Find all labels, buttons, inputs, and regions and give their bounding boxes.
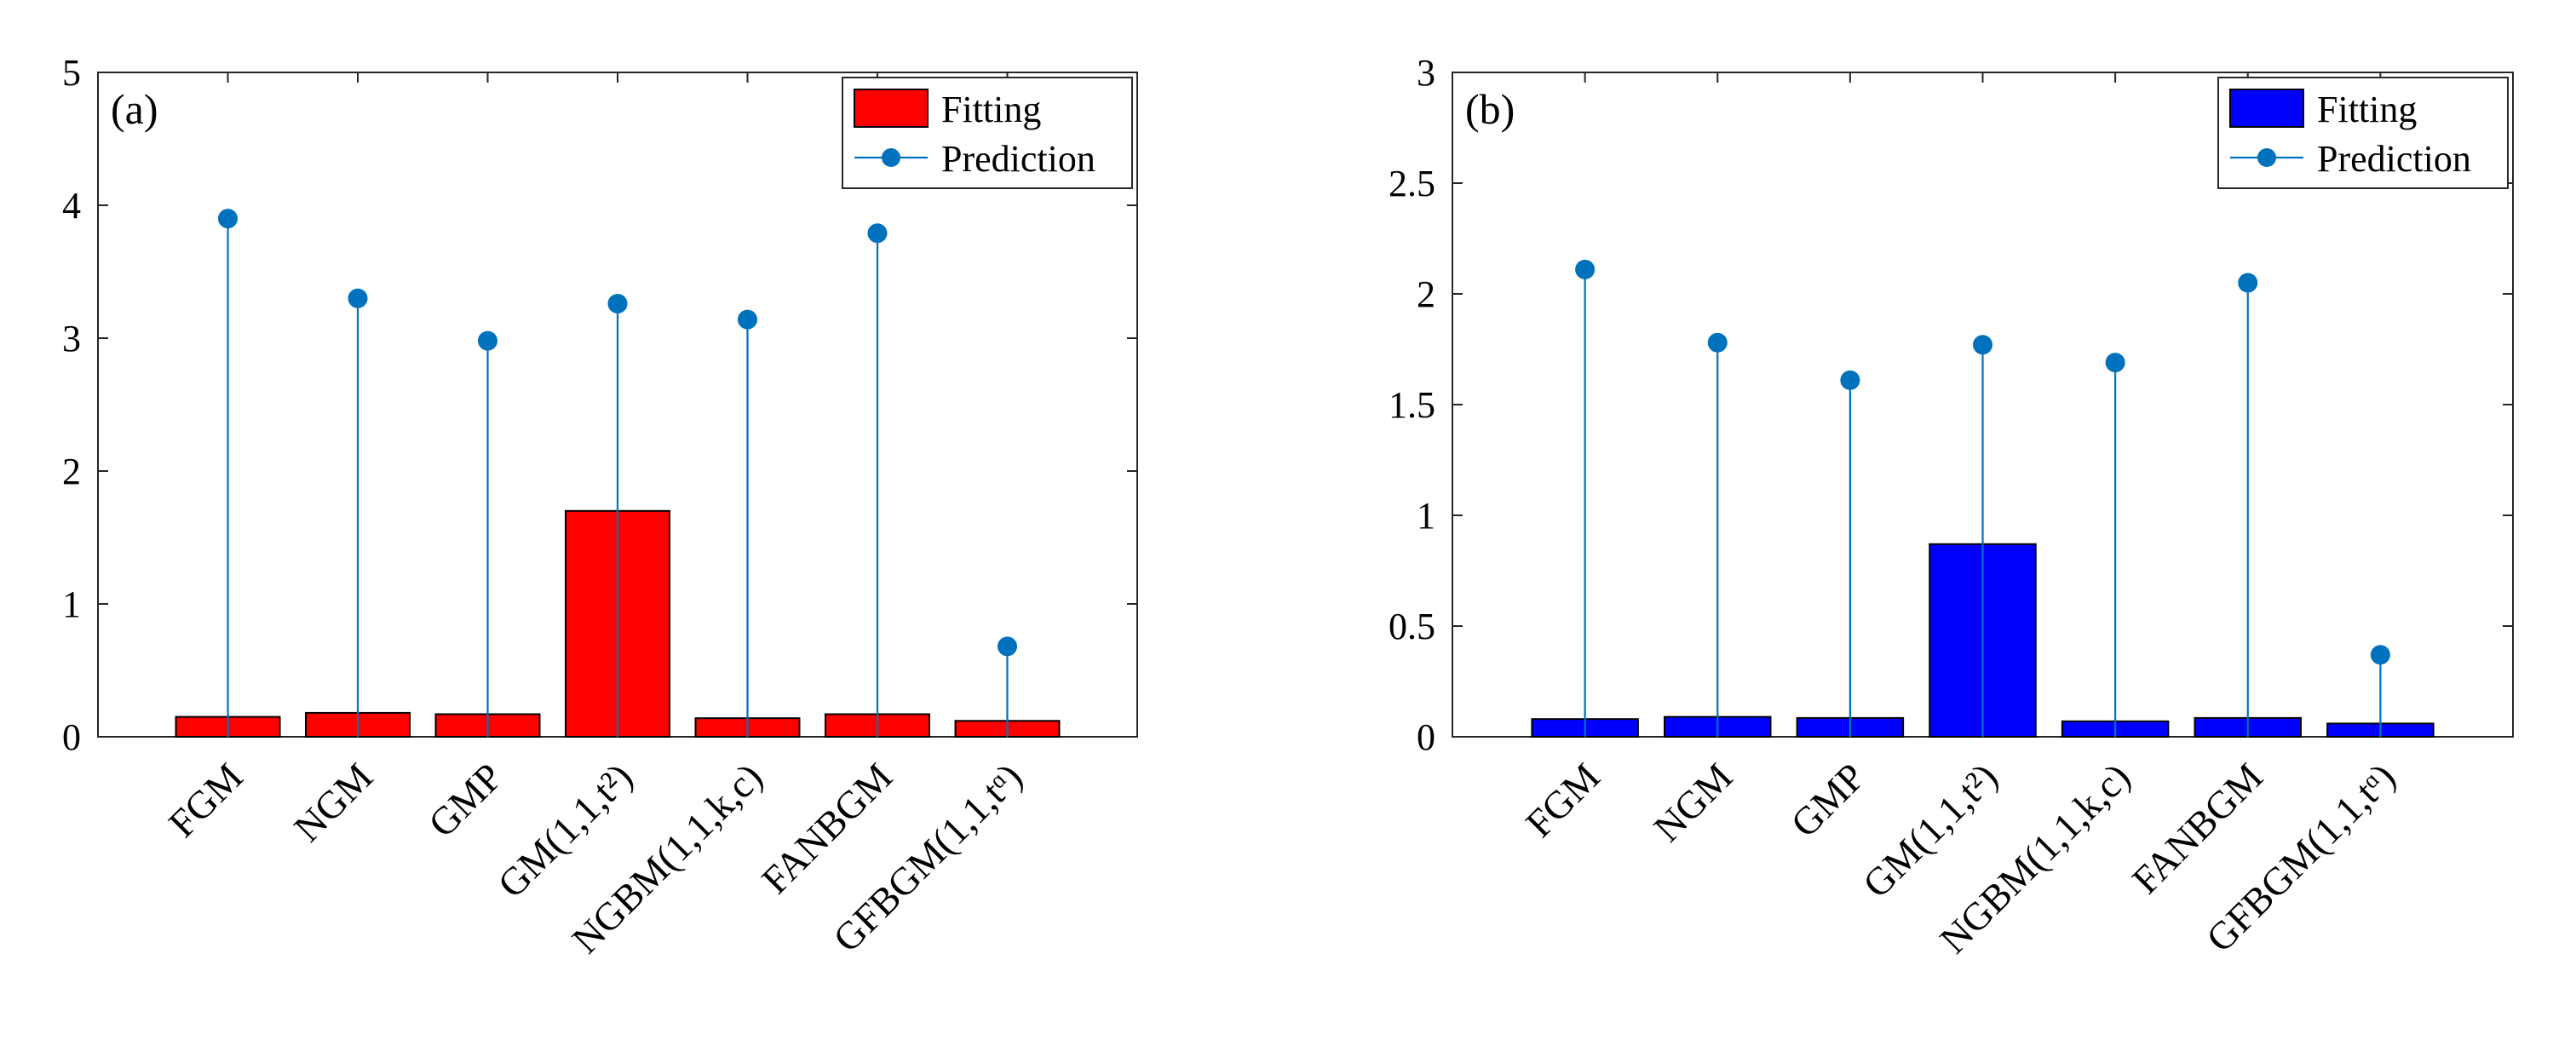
y-tick-label: 1 — [1417, 495, 1435, 537]
legend-label-fitting: Fitting — [2317, 89, 2417, 130]
point-prediction — [998, 636, 1017, 657]
point-prediction — [1707, 332, 1728, 353]
x-category-label: FGM — [160, 755, 251, 846]
point-prediction — [2370, 645, 2390, 665]
point-prediction — [1973, 335, 1992, 355]
legend-swatch-fitting — [2229, 89, 2304, 128]
point-prediction — [2105, 353, 2125, 373]
y-tick-label: 4 — [62, 185, 81, 227]
point-prediction — [867, 223, 888, 244]
legend-swatch-fitting — [854, 89, 929, 128]
y-tick-label: 5 — [62, 52, 81, 94]
point-prediction — [607, 293, 628, 313]
point-prediction — [738, 309, 757, 330]
x-category-label: GMP — [1782, 755, 1873, 846]
point-prediction — [478, 330, 497, 351]
legend: Fitting Prediction — [842, 77, 1133, 189]
legend-marker-prediction — [882, 148, 900, 167]
y-tick-label: 3 — [62, 318, 81, 359]
y-tick-label: 2.5 — [1389, 163, 1435, 204]
x-category-label: NGM — [1645, 755, 1740, 850]
y-tick-label: 0 — [62, 716, 81, 758]
legend-label-prediction: Prediction — [2317, 138, 2471, 180]
point-prediction — [348, 288, 368, 308]
point-prediction — [2238, 273, 2258, 293]
y-tick-label: 3 — [1417, 52, 1435, 94]
legend-marker-prediction — [2257, 148, 2276, 167]
legend-label-prediction: Prediction — [941, 138, 1095, 180]
point-prediction — [1575, 259, 1596, 279]
point-prediction — [218, 209, 238, 229]
x-category-label: FGM — [1517, 755, 1608, 846]
y-tick-label: 0.5 — [1389, 606, 1435, 647]
y-tick-label: 1.5 — [1389, 384, 1435, 426]
legend-label-fitting: Fitting — [941, 89, 1041, 130]
x-category-label: GMP — [420, 755, 511, 846]
y-tick-label: 1 — [62, 583, 81, 625]
y-tick-label: 0 — [1417, 716, 1435, 758]
point-prediction — [1840, 370, 1860, 390]
panel-label: (a) — [111, 85, 158, 133]
legend: Fitting Prediction — [2217, 77, 2509, 189]
y-tick-label: 2 — [1417, 273, 1435, 315]
panel-label: (b) — [1465, 85, 1515, 133]
y-tick-label: 2 — [62, 451, 81, 492]
x-category-label: NGM — [285, 755, 381, 850]
